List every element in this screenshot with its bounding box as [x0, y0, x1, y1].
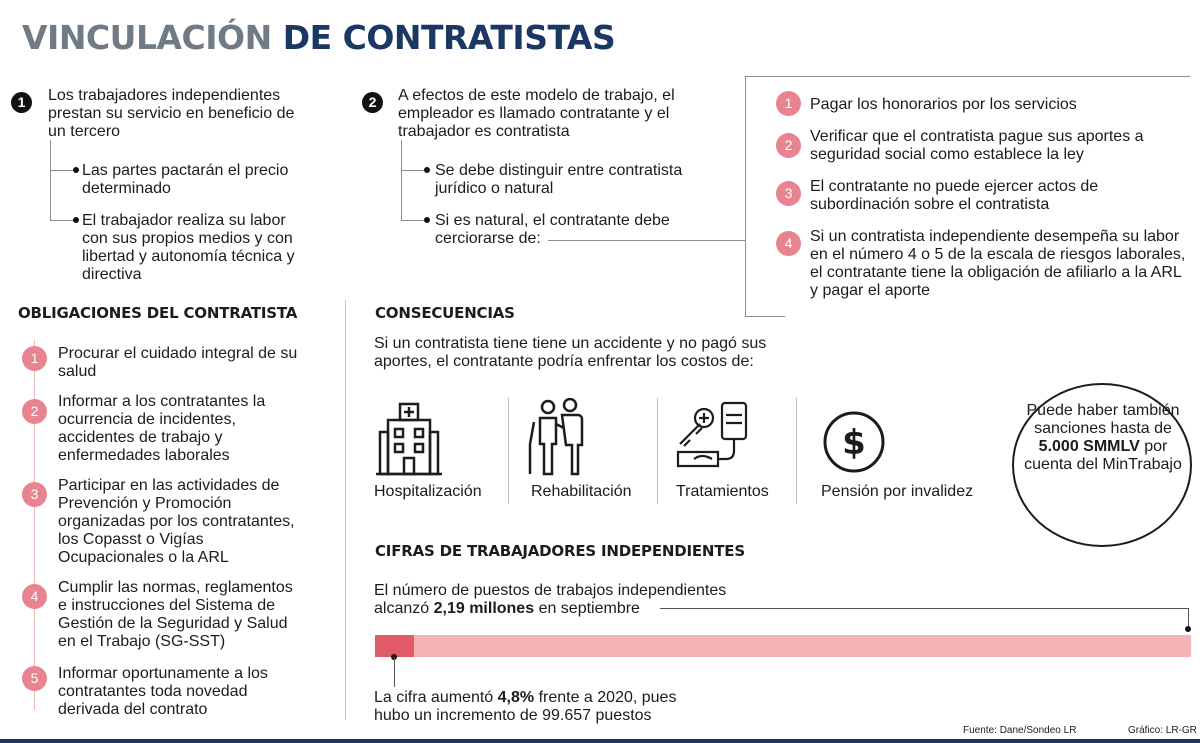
- block2-bullet-2: Si es natural, el contratante debe cerci…: [435, 212, 670, 247]
- duties-connector: [548, 240, 746, 241]
- obligation-badge-5: 5: [22, 666, 47, 691]
- obligation-badge-1: 1: [22, 346, 47, 371]
- block2-branch-2: [401, 220, 425, 221]
- rehabilitation-icon: [528, 398, 588, 478]
- page-title: VINCULACIÓN DE CONTRATISTAS: [22, 18, 616, 57]
- consequences-heading: CONSECUENCIAS: [375, 304, 515, 322]
- dollar-coin-icon: $: [822, 410, 886, 474]
- consequences-text: Si un contratista tiene tiene un acciden…: [374, 335, 767, 370]
- block1-bullet-2: El trabajador realiza su labor con sus p…: [82, 212, 295, 283]
- graphic-credit: Gráfico: LR-GR: [1128, 725, 1197, 736]
- cost-label-3: Tratamientos: [676, 483, 769, 500]
- block1-bullet-1: Las partes pactarán el precio determinad…: [82, 162, 289, 197]
- treatment-icon: [676, 400, 752, 474]
- duty-text-1: Pagar los honorarios por los servicios: [810, 96, 1077, 113]
- block1-connector: [50, 140, 51, 220]
- duty-badge-4: 4: [776, 231, 801, 256]
- block2-branch-1: [401, 170, 425, 171]
- duty-badge-2: 2: [776, 133, 801, 158]
- obligation-text-3: Participar en las actividades de Prevenc…: [58, 477, 295, 566]
- block1-text: Los trabajadores independientes prestan …: [48, 87, 295, 140]
- block1-branch-1: [50, 170, 74, 171]
- obligation-text-5: Informar oportunamente a los contratante…: [58, 665, 268, 718]
- duties-bracket-top: [745, 76, 1190, 77]
- title-part-1: VINCULACIÓN: [22, 18, 272, 57]
- block1-branch-2: [50, 220, 74, 221]
- sanctions-text: Puede haber también sanciones hasta de 5…: [1024, 402, 1182, 473]
- bullet-dot: [424, 167, 430, 173]
- bullet-dot: [424, 217, 430, 223]
- duties-bracket: [745, 76, 746, 316]
- figures-heading: CIFRAS DE TRABAJADORES INDEPENDIENTES: [375, 542, 745, 560]
- duty-text-3: El contratante no puede ejercer actos de…: [810, 178, 1099, 213]
- figures-line-1: El número de puestos de trabajos indepen…: [374, 582, 727, 617]
- block2-bullet-1: Se debe distinguir entre contratista jur…: [435, 162, 683, 197]
- total-pointer-drop: [1188, 608, 1189, 628]
- cost-divider: [508, 398, 509, 504]
- obligation-text-1: Procurar el cuidado integral de su salud: [58, 345, 298, 380]
- block2-text: A efectos de este modelo de trabajo, el …: [398, 87, 675, 140]
- bullet-dot: [73, 217, 79, 223]
- cost-label-2: Rehabilitación: [531, 483, 632, 500]
- svg-text:$: $: [842, 423, 866, 463]
- title-part-2: DE CONTRATISTAS: [282, 18, 616, 57]
- cost-label-1: Hospitalización: [374, 483, 482, 500]
- duty-text-4: Si un contratista independiente desempeñ…: [810, 228, 1186, 299]
- obligation-badge-2: 2: [22, 399, 47, 424]
- cost-label-4: Pensión por invalidez: [821, 483, 974, 500]
- total-bar: [375, 635, 1191, 657]
- cost-divider: [657, 398, 658, 504]
- bottom-rule: [0, 739, 1200, 743]
- obligation-badge-3: 3: [22, 482, 47, 507]
- section-divider: [345, 300, 346, 720]
- duty-badge-3: 3: [776, 181, 801, 206]
- figures-line-2: La cifra aumentó 4,8% frente a 2020, pue…: [374, 689, 677, 724]
- block2-number: 2: [362, 92, 383, 113]
- sanctions-circle: [1012, 383, 1192, 547]
- increase-bar: [375, 635, 414, 657]
- total-pointer-line: [660, 608, 1188, 609]
- duty-badge-1: 1: [776, 91, 801, 116]
- block2-connector: [401, 140, 402, 220]
- hospital-icon: [376, 402, 442, 476]
- obligations-heading: OBLIGACIONES DEL CONTRATISTA: [18, 304, 298, 322]
- total-pointer-dot: [1185, 626, 1191, 632]
- bullet-dot: [73, 167, 79, 173]
- increase-pointer-line: [394, 657, 395, 687]
- obligations-line: [34, 340, 35, 710]
- duty-text-2: Verificar que el contratista pague sus a…: [810, 128, 1144, 163]
- source-note: Fuente: Dane/Sondeo LR: [963, 725, 1077, 736]
- duties-bracket-bottom: [745, 316, 785, 317]
- obligation-text-4: Cumplir las normas, reglamentos e instru…: [58, 579, 293, 650]
- obligation-badge-4: 4: [22, 584, 47, 609]
- cost-divider: [796, 398, 797, 504]
- block1-number: 1: [11, 92, 32, 113]
- obligation-text-2: Informar a los contratantes la ocurrenci…: [58, 393, 266, 464]
